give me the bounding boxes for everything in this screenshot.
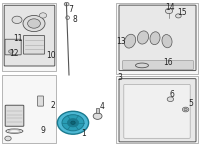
Ellipse shape <box>124 34 136 48</box>
Circle shape <box>62 115 84 131</box>
Text: 10: 10 <box>46 51 56 60</box>
Text: 2: 2 <box>51 101 55 110</box>
Text: 7: 7 <box>69 5 73 14</box>
FancyBboxPatch shape <box>123 61 193 69</box>
Circle shape <box>12 16 22 24</box>
Text: 13: 13 <box>116 37 126 46</box>
Bar <box>2 75 56 143</box>
Circle shape <box>28 19 40 28</box>
FancyBboxPatch shape <box>4 5 55 66</box>
Circle shape <box>64 2 69 6</box>
Circle shape <box>176 14 181 18</box>
Text: 8: 8 <box>72 15 77 24</box>
FancyBboxPatch shape <box>119 79 196 142</box>
FancyBboxPatch shape <box>38 96 43 106</box>
FancyBboxPatch shape <box>119 5 196 71</box>
Circle shape <box>23 15 45 32</box>
Bar <box>116 3 198 74</box>
Text: 3: 3 <box>118 73 122 82</box>
FancyBboxPatch shape <box>23 36 45 54</box>
Text: 16: 16 <box>164 58 173 67</box>
Circle shape <box>165 8 173 14</box>
Text: 6: 6 <box>170 90 175 99</box>
FancyBboxPatch shape <box>5 39 21 55</box>
Ellipse shape <box>162 35 172 48</box>
Text: 12: 12 <box>10 49 19 58</box>
Text: 5: 5 <box>189 99 193 108</box>
Circle shape <box>71 121 75 124</box>
Text: 14: 14 <box>166 2 175 12</box>
Text: 11: 11 <box>13 34 23 44</box>
FancyBboxPatch shape <box>124 84 190 138</box>
Bar <box>2 3 56 71</box>
Text: 15: 15 <box>178 8 187 17</box>
Circle shape <box>5 136 11 141</box>
Text: 1: 1 <box>82 129 86 138</box>
Circle shape <box>67 119 79 127</box>
Circle shape <box>57 111 89 134</box>
Circle shape <box>39 13 47 18</box>
Circle shape <box>167 97 174 102</box>
Circle shape <box>93 113 102 119</box>
FancyBboxPatch shape <box>5 105 24 126</box>
Circle shape <box>182 107 189 112</box>
Text: 9: 9 <box>41 126 45 135</box>
Circle shape <box>9 50 13 53</box>
Bar <box>96 108 99 113</box>
Circle shape <box>184 108 187 111</box>
Bar <box>116 76 198 143</box>
Ellipse shape <box>137 31 149 44</box>
Text: 4: 4 <box>100 102 104 111</box>
Ellipse shape <box>150 32 160 45</box>
